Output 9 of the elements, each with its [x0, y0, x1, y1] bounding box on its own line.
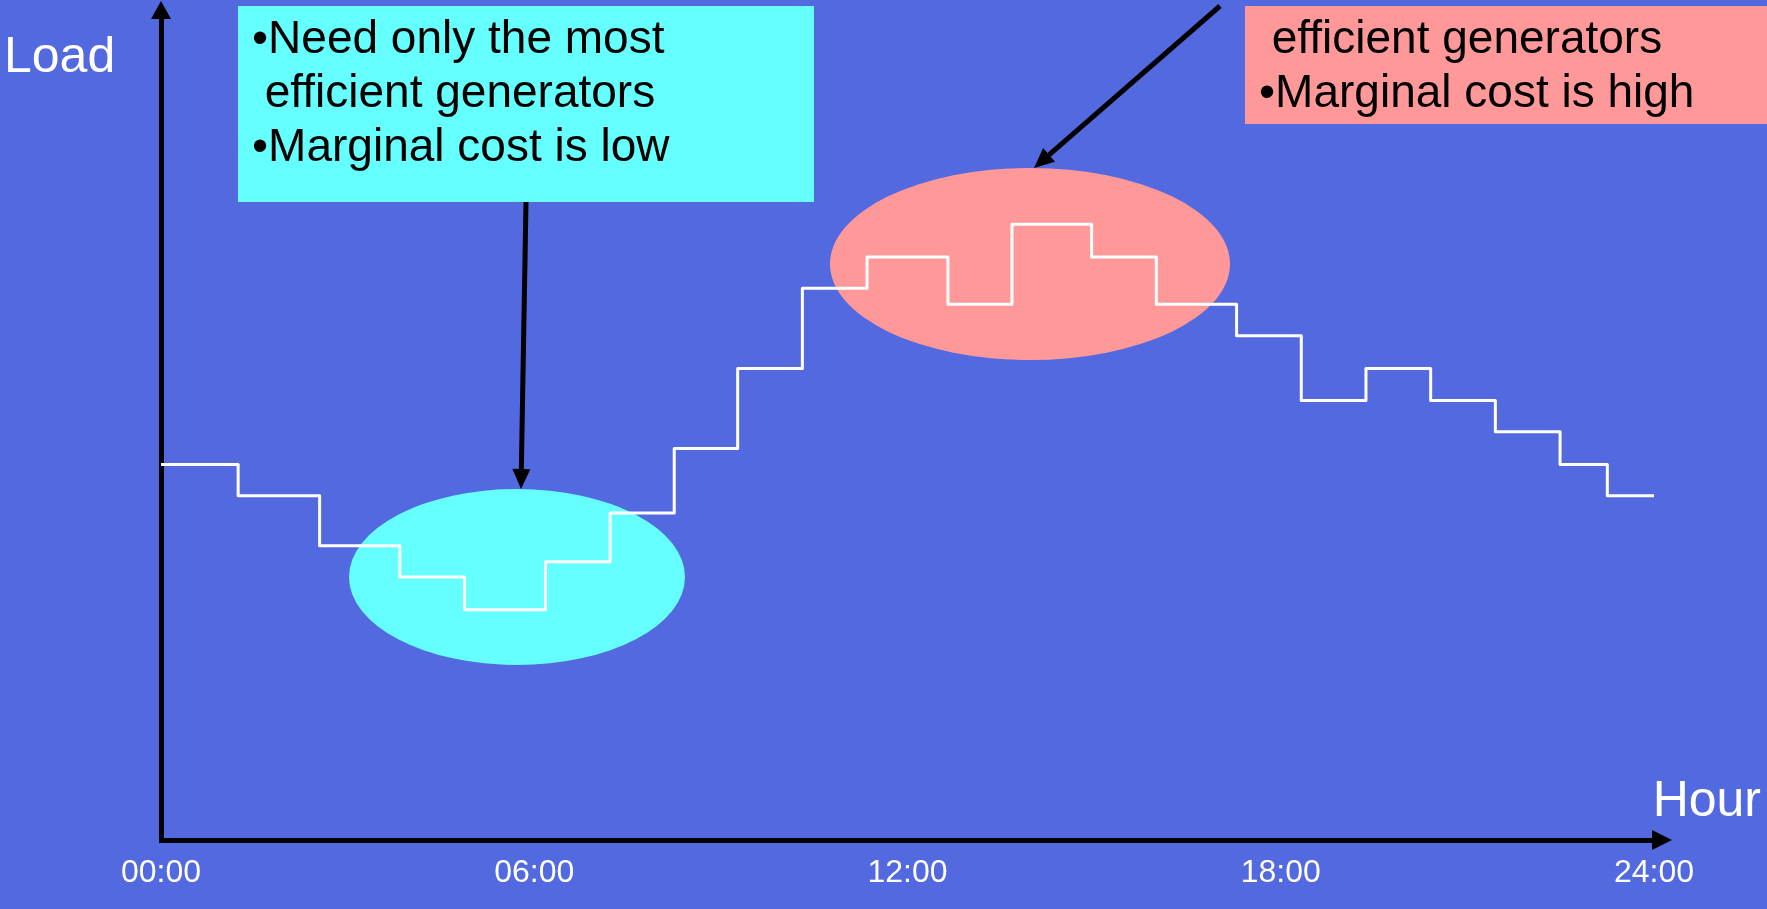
text: •Need only the most efficient generators •Marginal cost is low	[238, 6, 814, 202]
x-axis-title: Hour	[1652, 770, 1761, 828]
x-tick-label: 06:00	[494, 853, 575, 890]
y-axis-title: Load	[4, 26, 116, 84]
text: efficient generators •Marginal cost is high	[1245, 6, 1767, 124]
x-tick-label: 12:00	[867, 853, 948, 890]
x-tick-label: 00:00	[120, 853, 202, 890]
x-tick-label: 24:00	[1613, 853, 1695, 890]
x-tick-label: 18:00	[1240, 853, 1321, 890]
